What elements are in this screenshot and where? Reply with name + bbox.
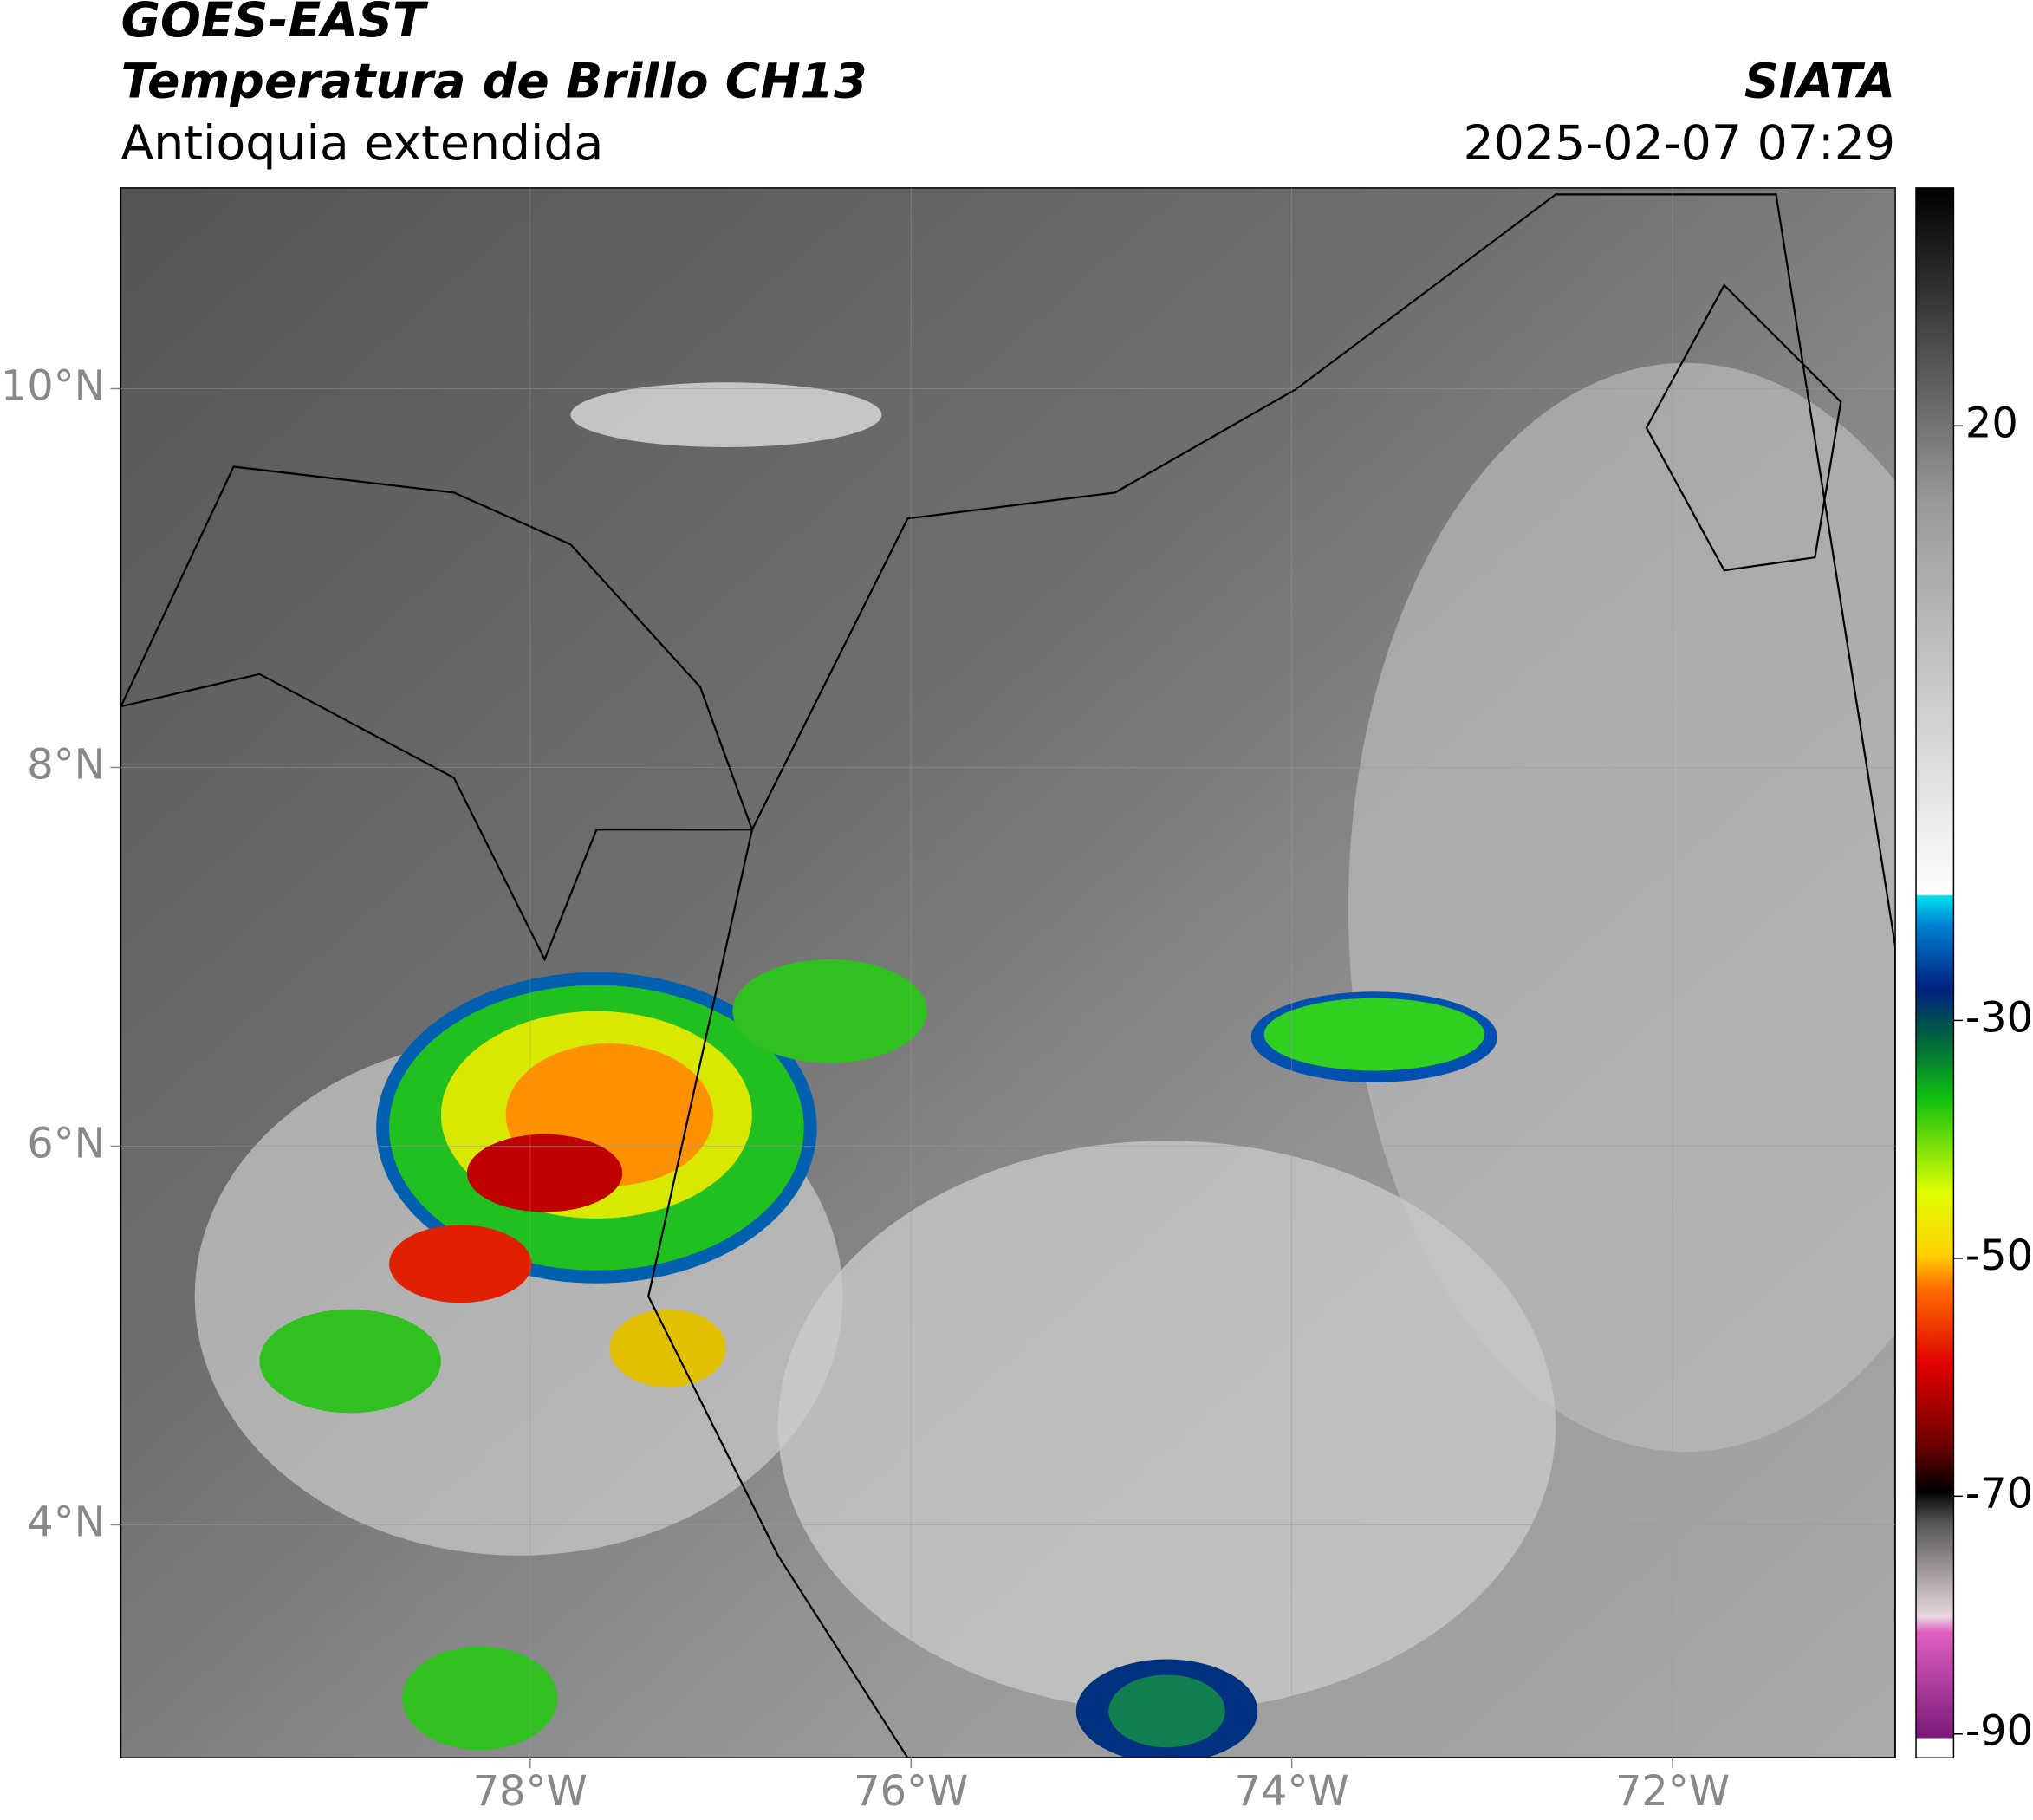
- y-tick-label: 6°N: [27, 1120, 105, 1167]
- colorbar-tick-label: -70: [1965, 1470, 2033, 1518]
- region: Antioquia extendida: [120, 116, 603, 172]
- colorbar-tick-label: -90: [1965, 1708, 2033, 1756]
- x-tick-label: 78°W: [473, 1768, 588, 1816]
- colorbar-tick-label: -30: [1965, 994, 2033, 1042]
- datetime: 2025-02-07 07:29: [1464, 116, 1896, 172]
- y-tick-label: 10°N: [1, 362, 106, 410]
- map-frame: [120, 187, 1896, 1758]
- colorbar-tick-label: -50: [1965, 1232, 2033, 1280]
- subtitle: Temperatura de Brillo CH13: [120, 54, 867, 109]
- colorbar: [1915, 187, 1955, 1758]
- y-tick-label: 4°N: [27, 1498, 105, 1546]
- satellite-image: [120, 187, 1896, 1758]
- x-tick-label: 74°W: [1235, 1768, 1349, 1816]
- agency: SIATA: [1744, 54, 1895, 109]
- colorbar-tick-label: 20: [1965, 400, 2018, 447]
- title: GOES-EAST: [120, 0, 429, 49]
- x-tick-label: 76°W: [854, 1768, 968, 1816]
- x-tick-label: 72°W: [1615, 1768, 1730, 1816]
- y-tick-label: 8°N: [27, 741, 105, 789]
